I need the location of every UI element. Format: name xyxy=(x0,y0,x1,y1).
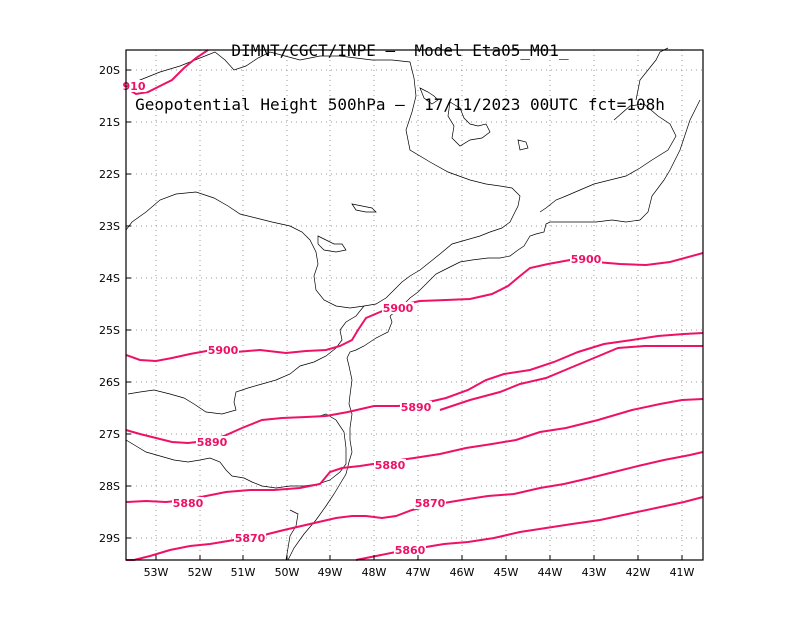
state-border xyxy=(539,103,677,213)
lon-tick-label: 41W xyxy=(670,566,695,579)
contour-label-bg xyxy=(400,401,432,413)
contour-label-5900: 5900 xyxy=(571,253,602,266)
contour-label-5890: 5890 xyxy=(197,436,228,449)
contour-line-5890 xyxy=(439,345,703,411)
contour-label-bg xyxy=(196,436,228,448)
latitude-axis: 20S 21S 22S 23S 24S 25S 26S 27S 28S 29S xyxy=(99,64,131,545)
lake xyxy=(351,203,377,213)
lat-tick-label: 21S xyxy=(99,116,120,129)
lon-tick-label: 44W xyxy=(538,566,563,579)
contour-label-5900: 5900 xyxy=(383,302,414,315)
lat-tick-label: 22S xyxy=(99,168,120,181)
lon-tick-label: 52W xyxy=(188,566,213,579)
lake xyxy=(517,139,529,151)
contour-line-5910 xyxy=(125,49,209,96)
contour-label-bg xyxy=(382,302,414,314)
coastline xyxy=(389,99,701,317)
coastline xyxy=(287,315,393,561)
longitude-axis: 53W 52W 51W 50W 49W 48W 47W 46W 45W 44W 43W 42W 41W xyxy=(144,555,695,579)
contour-label-5890: 5890 xyxy=(401,401,432,414)
contour-label-bg xyxy=(414,497,446,509)
contour-label-bg xyxy=(172,497,204,509)
coastline-and-borders xyxy=(125,47,701,561)
state-border xyxy=(127,305,365,415)
lat-tick-label: 27S xyxy=(99,428,120,441)
lon-tick-label: 47W xyxy=(406,566,431,579)
state-border xyxy=(125,51,521,309)
lon-tick-label: 42W xyxy=(626,566,651,579)
lat-tick-label: 28S xyxy=(99,480,120,493)
contour-label-bg xyxy=(207,344,239,356)
state-border xyxy=(125,413,347,489)
lake xyxy=(447,101,491,147)
lat-tick-label: 23S xyxy=(99,220,120,233)
map-title: DIMNT/CGCT/INPE – Model Eta05_M01_ Geopo… xyxy=(0,6,800,132)
lake xyxy=(419,87,439,105)
contour-label-5900: 5900 xyxy=(208,344,239,357)
lat-tick-label: 29S xyxy=(99,532,120,545)
lon-tick-label: 43W xyxy=(582,566,607,579)
lon-tick-label: 46W xyxy=(450,566,475,579)
lat-tick-label: 20S xyxy=(99,64,120,77)
contour-label-5870: 5870 xyxy=(235,532,266,545)
contour-line-5870 xyxy=(126,451,704,561)
contour-label-bg xyxy=(121,80,147,92)
contour-label-bg xyxy=(374,459,406,471)
lat-lon-grid xyxy=(126,50,703,560)
lon-tick-label: 49W xyxy=(318,566,343,579)
height-contours: 910 5900 5900 5900 5890 5890 5880 5880 5870 5870 5… xyxy=(121,49,704,561)
contour-label-bg xyxy=(394,544,426,556)
title-line-2: Geopotential Height 500hPa – 17/11/2023 … xyxy=(135,95,665,114)
contour-label-5870: 5870 xyxy=(415,497,446,510)
state-border xyxy=(635,47,669,101)
contour-label-5860: 5860 xyxy=(395,544,426,557)
lon-tick-label: 48W xyxy=(362,566,387,579)
contour-label-bg xyxy=(234,532,266,544)
contour-line-5880 xyxy=(125,398,704,504)
contour-label-bg xyxy=(570,253,602,265)
lake xyxy=(317,235,347,253)
lat-tick-label: 24S xyxy=(99,272,120,285)
lon-tick-label: 45W xyxy=(494,566,519,579)
state-border xyxy=(285,509,299,561)
map-frame xyxy=(125,49,704,561)
lon-tick-label: 50W xyxy=(275,566,300,579)
lat-tick-label: 26S xyxy=(99,376,120,389)
contour-label-5910: 910 xyxy=(123,80,146,93)
lon-tick-label: 51W xyxy=(231,566,256,579)
lat-tick-label: 25S xyxy=(99,324,120,337)
contour-label-5880: 5880 xyxy=(375,459,406,472)
lon-tick-label: 53W xyxy=(144,566,169,579)
contour-label-5880: 5880 xyxy=(173,497,204,510)
